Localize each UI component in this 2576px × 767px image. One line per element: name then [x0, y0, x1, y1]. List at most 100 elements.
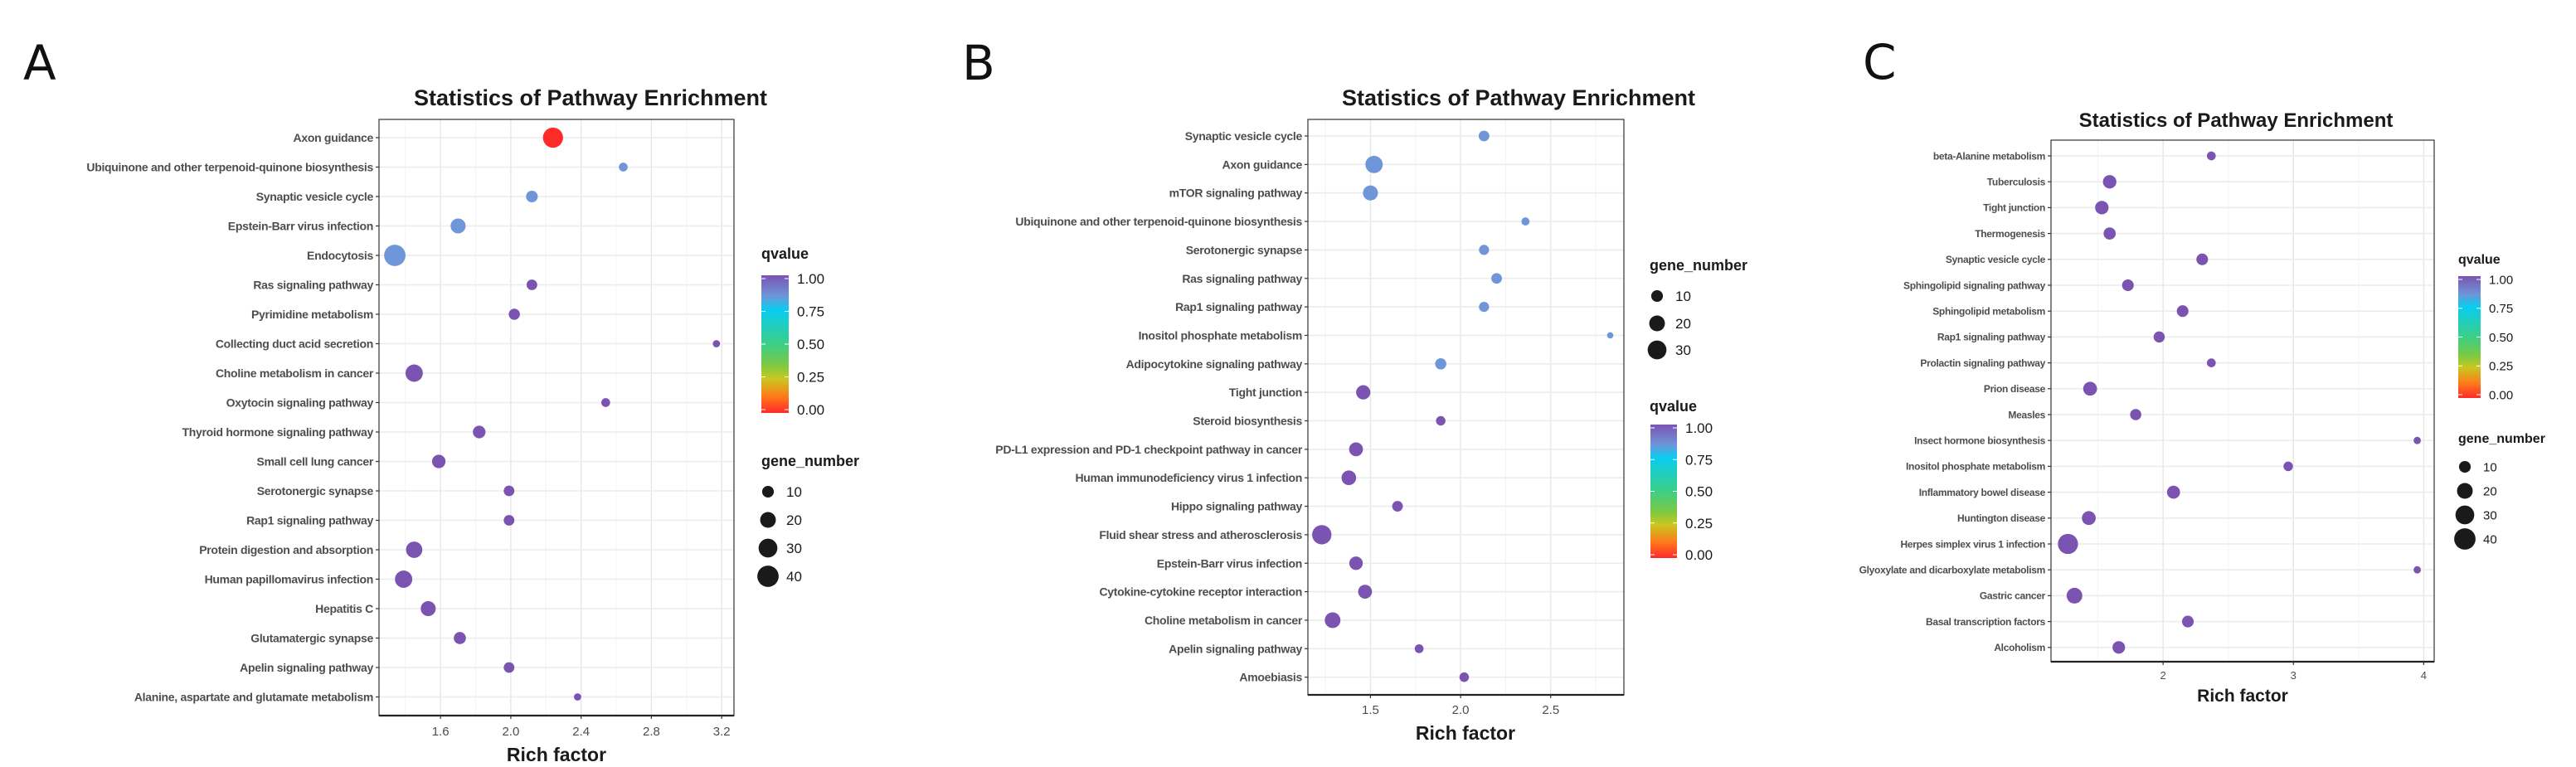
data-point: [526, 279, 537, 290]
x-tick-label: 2.8: [643, 725, 660, 739]
data-point: [2083, 381, 2097, 396]
data-point: [2095, 201, 2109, 215]
x-tick-label: 2: [2160, 669, 2166, 682]
data-point: [1392, 501, 1403, 512]
y-category-label: Measles: [2008, 409, 2045, 420]
chart-panel-c: C Statistics of Pathway Enrichment 2 3 4 Rich…: [1859, 34, 2545, 706]
data-point: [1479, 302, 1490, 313]
data-point: [431, 454, 446, 468]
data-point: [2066, 587, 2083, 604]
data-point: [503, 485, 515, 497]
y-category-label: PD-L1 expression and PD-1 checkpoint pat…: [995, 443, 1303, 456]
data-point: [2206, 151, 2216, 161]
gene-number-legend-dot: [2457, 483, 2473, 499]
qvalue-legend-label: 0.50: [2489, 331, 2513, 345]
gene-number-legend-dot: [2455, 505, 2475, 525]
data-point: [395, 570, 413, 588]
gene-number-legend-title: gene_number: [1650, 257, 1747, 274]
y-category-label: Alanine, aspartate and glutamate metabol…: [134, 691, 373, 704]
data-point: [2103, 227, 2117, 240]
y-category-label: Axon guidance: [294, 131, 374, 144]
plot-background: [1308, 119, 1624, 695]
y-category-label: Prolactin signaling pathway: [1920, 357, 2045, 369]
y-category-label: Adipocytokine signaling pathway: [1126, 357, 1303, 371]
y-category-label: Amoebiasis: [1239, 671, 1302, 684]
gene-number-legend-label: 40: [786, 569, 802, 585]
y-category-label: Sphingolipid signaling pathway: [1903, 279, 2046, 291]
gene-number-legend-dot: [1649, 315, 1665, 332]
data-point: [384, 245, 406, 266]
qvalue-legend-label: 1.00: [797, 271, 824, 287]
qvalue-legend-label: 0.75: [1685, 452, 1713, 468]
qvalue-legend-label: 1.00: [2489, 273, 2513, 287]
data-point: [2122, 279, 2134, 292]
y-category-label: Tuberculosis: [1987, 177, 2046, 188]
qvalue-legend-label: 0.25: [2489, 360, 2513, 374]
y-category-label: Human immunodeficiency virus 1 infection: [1075, 471, 1302, 484]
y-category-label: Fluid shear stress and atherosclerosis: [1099, 528, 1302, 541]
plot-background: [2051, 140, 2434, 662]
data-point: [2112, 641, 2126, 654]
y-category-label: Glyoxylate and dicarboxylate metabolism: [1859, 565, 2045, 576]
gene-number-legend-label: 30: [2483, 508, 2497, 522]
y-category-label: Inflammatory bowel disease: [1919, 487, 2046, 498]
gene-number-legend-dot: [760, 512, 776, 528]
y-category-label: Oxytocin signaling pathway: [226, 396, 374, 410]
x-axis-label: Rich factor: [507, 744, 606, 765]
gene-number-legend-label: 40: [2483, 532, 2497, 546]
y-category-label: Pyrimidine metabolism: [251, 308, 373, 321]
gene-number-legend-dot: [1647, 340, 1667, 360]
qvalue-legend-label: 0.50: [797, 337, 824, 352]
y-category-label: Prion disease: [1984, 383, 2046, 395]
data-point: [2413, 566, 2421, 574]
y-category-label: Steroid biosynthesis: [1193, 415, 1302, 428]
y-category-label: Epstein-Barr virus infection: [1157, 556, 1302, 570]
data-point: [2196, 253, 2209, 265]
gene-number-legend-title: gene_number: [761, 453, 859, 469]
gene-number-legend-label: 20: [1675, 316, 1691, 332]
y-category-label: Epstein-Barr virus infection: [228, 220, 373, 233]
data-point: [2082, 511, 2096, 526]
x-tick-label: 2.4: [572, 725, 590, 739]
data-point: [2206, 358, 2216, 367]
y-category-label: Protein digestion and absorption: [199, 543, 373, 556]
gene-number-legend-dot: [758, 538, 778, 558]
y-category-label: Ubiquinone and other terpenoid-quinone b…: [86, 161, 373, 174]
qvalue-legend-label: 0.00: [797, 402, 824, 418]
x-tick-label: 1.5: [1362, 703, 1379, 717]
y-category-label: Synaptic vesicle cycle: [256, 190, 374, 203]
y-category-label: Huntington disease: [1957, 512, 2046, 524]
y-category-label: Serotonergic synapse: [1186, 243, 1303, 256]
y-category-label: Hepatitis C: [315, 602, 373, 615]
qvalue-legend-label: 0.75: [2489, 302, 2513, 316]
y-category-label: Rap1 signaling pathway: [246, 514, 373, 527]
qvalue-legend-label: 0.50: [1685, 484, 1713, 500]
qvalue-legend-label: 1.00: [1685, 420, 1713, 436]
y-category-label: Apelin signaling pathway: [240, 661, 373, 674]
data-point: [1312, 525, 1332, 545]
data-point: [526, 190, 538, 203]
y-category-label: beta-Alanine metabolism: [1933, 150, 2045, 162]
gene-number-legend-label: 10: [786, 484, 802, 500]
qvalue-legend-label: 0.00: [1685, 547, 1713, 563]
data-point: [1363, 185, 1378, 201]
y-category-label: Basal transcription factors: [1926, 616, 2046, 628]
data-point: [2166, 485, 2180, 499]
qvalue-legend-title: qvalue: [1650, 398, 1697, 415]
data-point: [2153, 331, 2165, 343]
y-category-label: Hippo signaling pathway: [1171, 500, 1303, 513]
data-point: [454, 632, 466, 644]
data-point: [1365, 155, 1383, 173]
x-tick-label: 2.0: [502, 725, 519, 739]
y-category-label: mTOR signaling pathway: [1169, 187, 1303, 200]
y-category-label: Inositol phosphate metabolism: [1906, 461, 2045, 473]
data-point: [2413, 436, 2421, 444]
x-tick-label: 3.2: [713, 725, 731, 739]
data-point: [574, 693, 581, 701]
y-category-label: Synaptic vesicle cycle: [1185, 129, 1303, 143]
qvalue-colorbar: [761, 275, 789, 413]
data-point: [1491, 273, 1502, 284]
gene-number-legend-label: 30: [786, 541, 802, 556]
chart-title: Statistics of Pathway Enrichment: [1342, 85, 1695, 110]
